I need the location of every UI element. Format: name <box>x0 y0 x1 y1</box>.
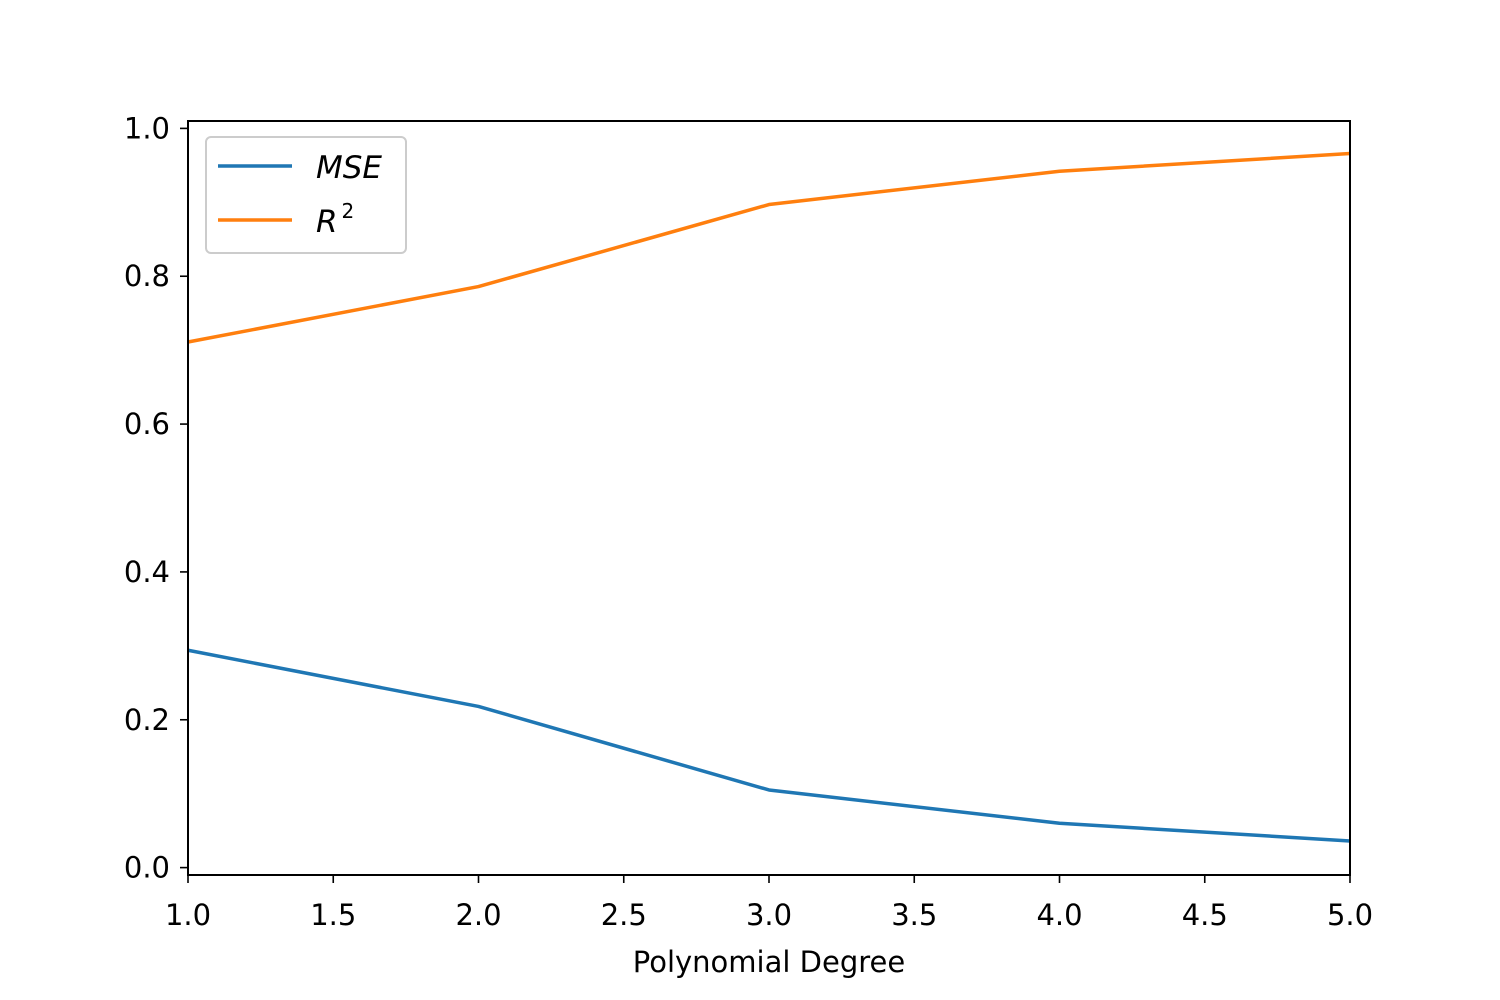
y-tick-label: 0.4 <box>124 555 170 589</box>
x-tick-label: 2.0 <box>455 898 501 932</box>
x-tick-label: 4.5 <box>1182 898 1228 932</box>
y-tick-label: 0.6 <box>124 407 170 441</box>
series-line-r2 <box>187 151 1351 344</box>
legend-label-mse: MSE <box>316 150 382 186</box>
x-tick-label: 3.0 <box>746 898 792 932</box>
x-tick-label: 5.0 <box>1327 898 1373 932</box>
x-tick-label: 1.5 <box>310 898 356 932</box>
x-axis-title: Polynomial Degree <box>633 945 905 979</box>
y-tick-label: 0.8 <box>124 259 170 293</box>
y-tick-label: 0.0 <box>124 851 170 885</box>
x-tick-label: 4.0 <box>1036 898 1082 932</box>
y-tick-label: 1.0 <box>124 111 170 145</box>
series-line-mse <box>187 648 1351 843</box>
x-axis: 1.0 1.5 2.0 2.5 3.0 3.5 4.0 4.5 5.0 <box>165 875 1373 932</box>
series-layer <box>187 151 1351 843</box>
y-axis: 0.0 0.2 0.4 0.6 0.8 1.0 <box>124 111 188 885</box>
y-tick-label: 0.2 <box>124 703 170 737</box>
x-tick-label: 1.0 <box>165 898 211 932</box>
x-tick-label: 2.5 <box>601 898 647 932</box>
x-tick-label: 3.5 <box>891 898 937 932</box>
